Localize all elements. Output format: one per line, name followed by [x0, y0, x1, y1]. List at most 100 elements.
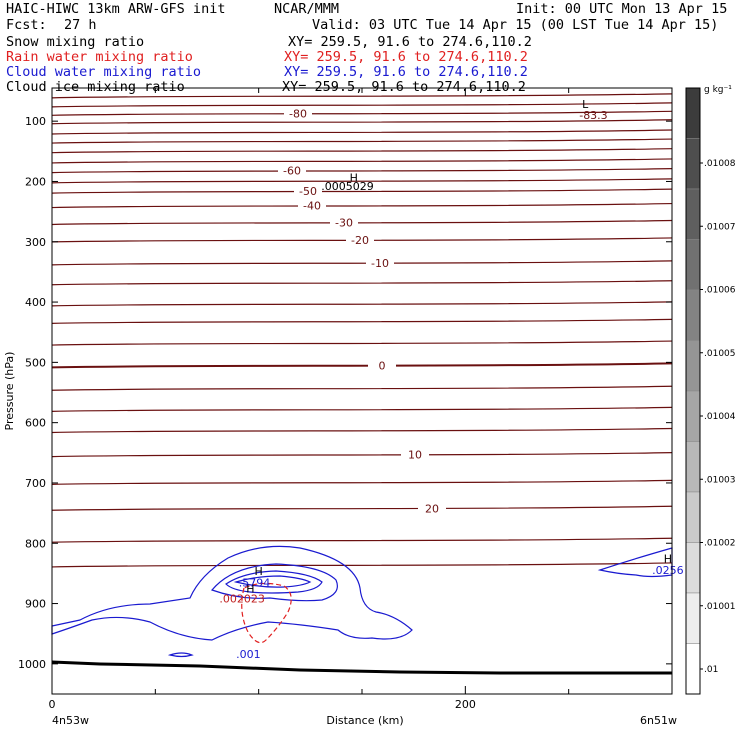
- isotherm-label-bg: [368, 358, 396, 372]
- annotation-6: H: [246, 583, 254, 596]
- isotherm-contour-26: [51, 537, 673, 543]
- colorbar: .01008 .01007 .01006 .01005 .01004 .01003 .010…: [685, 87, 736, 695]
- cloud-water-contours: [51, 545, 673, 658]
- isotherm-contour-12: [51, 219, 673, 226]
- isotherm-label: -30: [335, 216, 353, 229]
- isotherm-contour-10: [51, 188, 673, 194]
- x-tick-label: 200: [455, 698, 476, 711]
- isotherm-contour-6: [51, 148, 673, 154]
- colorbar-label: .01003: [704, 475, 736, 485]
- isotherm-label-bg: [298, 198, 326, 212]
- x-axis-label: Distance (km): [326, 714, 403, 727]
- annotation-10: .0256: [652, 564, 684, 577]
- colorbar-frame: [685, 87, 701, 695]
- colorbar-swatch: [685, 340, 701, 392]
- isotherm-contour-5: [51, 138, 673, 144]
- left-endpoint-label: 4n53w: [52, 714, 89, 727]
- isotherm-label-bg: [346, 232, 374, 246]
- colorbar-label: .01008: [704, 159, 736, 169]
- y-tick-label: 800: [25, 537, 46, 550]
- isotherm-contour-14: [51, 260, 673, 266]
- isotherm-contour-1: [51, 102, 673, 108]
- cloud-water-right-contour: [597, 547, 673, 578]
- isotherm-contour-23: [51, 452, 673, 458]
- annotation-1: -83.3: [579, 109, 607, 122]
- cloud-water-outer-contour: [51, 545, 413, 641]
- isotherm-label: 10: [408, 449, 422, 462]
- annotation-7: .002023: [219, 592, 265, 605]
- header-fcst-label: Fcst:: [6, 17, 47, 33]
- isotherm-contour-27: [51, 562, 673, 568]
- colorbar-swatch: [685, 542, 701, 594]
- annotation-3: .0005029: [321, 180, 374, 193]
- isotherm-contour-17: [51, 318, 673, 324]
- isotherm-contour-4: [51, 129, 673, 135]
- y-tick-label: 100: [25, 115, 46, 128]
- field-rain-xy: XY= 259.5, 91.6 to 274.6,110.2: [284, 49, 528, 65]
- isotherm-label: -20: [351, 234, 369, 247]
- colorbar-swatch: [685, 239, 701, 291]
- field-snow-name: Snow mixing ratio: [6, 34, 145, 50]
- y-tick-label: 600: [25, 417, 46, 430]
- colorbar-swatch: [685, 643, 701, 695]
- isotherm-contour-13: [51, 237, 673, 243]
- annotation-0: L: [582, 98, 589, 111]
- field-rain-name: Rain water mixing ratio: [6, 49, 193, 65]
- field-cloudice-xy: XY= 259.5, 91.6 to 274.6,110.2: [282, 79, 526, 95]
- cloud-water-contour-4: [233, 575, 312, 588]
- isotherm-label: -40: [303, 200, 321, 213]
- isotherm-label-bg: [294, 184, 322, 198]
- isotherm-contour-15: [51, 280, 673, 286]
- colorbar-swatch: [685, 441, 701, 493]
- y-tick-label: 200: [25, 175, 46, 188]
- isotherm-contour-8: [51, 168, 673, 174]
- isotherm-label: -10: [371, 257, 389, 270]
- field-cloudice-name: Cloud ice mixing ratio: [6, 79, 185, 95]
- isotherm-contour-16: [51, 301, 673, 307]
- colorbar-label: .01007: [704, 222, 736, 232]
- isotherm-label-bg: [278, 163, 306, 177]
- isotherm-contour-9: [51, 178, 673, 184]
- colorbar-unit: g kg⁻¹: [704, 85, 732, 95]
- isotherm-contour-25: [51, 505, 673, 511]
- colorbar-label: .01: [704, 665, 718, 675]
- isotherm-label: 0: [379, 359, 386, 372]
- field-snow-xy: XY= 259.5, 91.6 to 274.6,110.2: [288, 34, 532, 50]
- y-tick-label: 1000: [18, 658, 46, 671]
- isotherm-contour-19: [51, 362, 673, 369]
- y-axis-label: Pressure (hPa): [3, 352, 16, 431]
- colorbar-swatch: [685, 491, 701, 543]
- isotherm-contour-11: [51, 202, 673, 209]
- isotherm-contour-3: [51, 119, 673, 125]
- isotherm-label: -50: [299, 185, 317, 198]
- annotation-8: .001: [236, 648, 261, 661]
- plot-frame: [51, 87, 673, 695]
- colorbar-label: .01002: [704, 539, 736, 549]
- field-cloudwater-name: Cloud water mixing ratio: [6, 64, 202, 80]
- cloud-water-contour-3: [225, 570, 323, 594]
- temperature-contours: -80 -60 -50 -40 -30 -20-10 0 10 20: [51, 93, 673, 568]
- colorbar-swatch: [685, 390, 701, 442]
- colorbar-label: .01004: [704, 412, 736, 422]
- colorbar-swatch: [685, 87, 701, 139]
- isotherm-label-bg: [418, 501, 446, 515]
- x-axis-ticks: 0 200: [49, 88, 673, 711]
- isotherm-contour-7: [51, 158, 673, 164]
- y-tick-label: 900: [25, 598, 46, 611]
- header-model: HAIC-HIWC 13km ARW-GFS init: [6, 1, 226, 17]
- isotherm-label-bg: [284, 106, 312, 120]
- y-tick-label: 700: [25, 477, 46, 490]
- header-org: NCAR/MMM: [274, 1, 340, 17]
- header-valid: Valid: 03 UTC Tue 14 Apr 15 (00 LST Tue …: [312, 17, 719, 33]
- annotation-2: H: [350, 171, 358, 184]
- colorbar-label: .01005: [704, 349, 736, 359]
- isotherm-contour-20: [51, 385, 673, 391]
- isotherm-contour-0: [51, 93, 673, 99]
- isotherm-contour-22: [51, 427, 673, 434]
- right-endpoint-label: 6n51w: [640, 714, 677, 727]
- isotherm-contour-18: [51, 340, 673, 346]
- isotherm-label: 20: [425, 502, 439, 515]
- annotation-5: .5794: [239, 577, 271, 590]
